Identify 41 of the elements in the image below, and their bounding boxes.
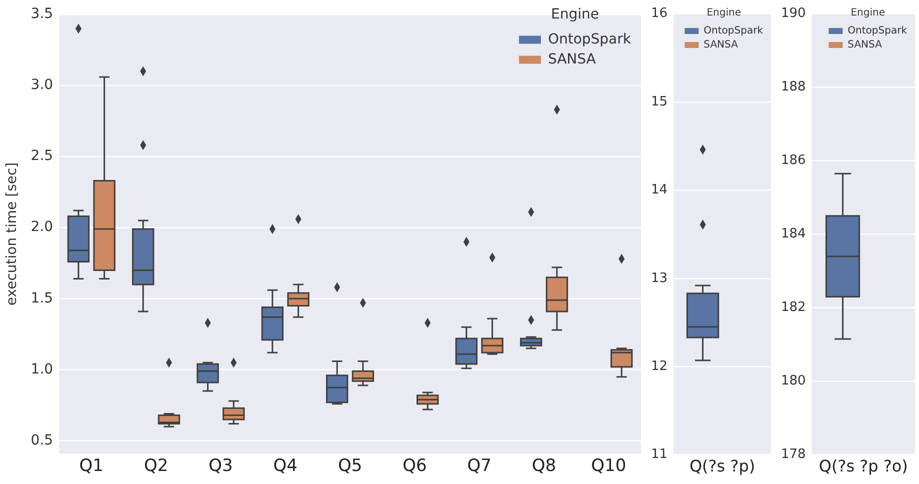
y-tick-label: 11 bbox=[650, 447, 668, 462]
x-tick-label: Q(?s ?p) bbox=[689, 456, 756, 476]
x-tick-label: Q7 bbox=[467, 456, 492, 476]
y-tick-label: 0.5 bbox=[30, 432, 54, 448]
legend-label: OntopSpark bbox=[848, 26, 908, 37]
x-tick-label: Q8 bbox=[532, 456, 556, 476]
x-tick-label: Q1 bbox=[79, 456, 104, 476]
y-axis-title: execution time [sec] bbox=[4, 162, 20, 306]
legend-label: SANSA bbox=[848, 40, 882, 51]
legend-label: OntopSpark bbox=[548, 31, 632, 48]
x-tick-label: Q4 bbox=[273, 456, 298, 476]
x-tick-label: Q5 bbox=[338, 456, 362, 476]
y-tick-label: 2.0 bbox=[30, 219, 54, 236]
y-tick-label: 3.5 bbox=[30, 6, 54, 22]
legend-title: Engine bbox=[850, 8, 885, 19]
x-tick-label: Q2 bbox=[144, 456, 168, 476]
y-tick-label: 3.0 bbox=[30, 77, 54, 94]
legend-label: SANSA bbox=[548, 51, 596, 68]
x-tick-label: Q3 bbox=[208, 456, 233, 476]
x-tick-label: Q10 bbox=[591, 456, 626, 476]
y-tick-label: 2.5 bbox=[30, 148, 54, 164]
y-tick-label: 16 bbox=[650, 6, 668, 22]
y-tick-label: 182 bbox=[780, 300, 806, 316]
legend-title: Engine bbox=[706, 8, 741, 19]
y-tick-label: 184 bbox=[780, 226, 806, 242]
y-tick-label: 186 bbox=[780, 153, 806, 168]
x-tick-label: Q(?s ?p ?o) bbox=[818, 456, 908, 476]
y-tick-label: 190 bbox=[780, 6, 806, 22]
legend-label: OntopSpark bbox=[704, 26, 764, 37]
y-tick-label: 12 bbox=[650, 358, 668, 374]
y-tick-label: 178 bbox=[780, 447, 806, 462]
y-tick-label: 14 bbox=[650, 182, 668, 198]
x-tick-label: Q6 bbox=[402, 456, 427, 476]
y-tick-label: 180 bbox=[780, 374, 806, 389]
y-tick-label: 188 bbox=[780, 80, 806, 95]
legend-title: Engine bbox=[550, 6, 599, 23]
y-tick-label: 1.5 bbox=[30, 290, 54, 306]
y-tick-label: 1.0 bbox=[30, 361, 54, 378]
y-tick-label: 13 bbox=[650, 270, 668, 286]
legend-label: SANSA bbox=[704, 40, 738, 51]
y-tick-label: 15 bbox=[650, 94, 668, 110]
